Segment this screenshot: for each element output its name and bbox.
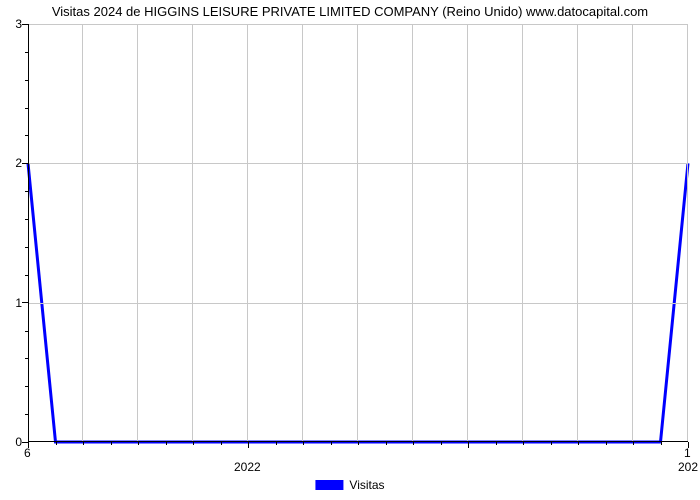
y-minor-tick (25, 414, 28, 415)
y-tick-label: 3 (6, 17, 22, 31)
x-minor-tick (358, 442, 359, 445)
y-minor-tick (25, 135, 28, 136)
gridline-vertical (687, 24, 688, 442)
x-minor-tick (303, 442, 304, 445)
y-tick (22, 163, 28, 164)
y-axis-line (28, 24, 29, 442)
gridline-vertical (632, 24, 633, 442)
y-minor-tick (25, 358, 28, 359)
y-tick-label: 2 (6, 156, 22, 170)
y-minor-tick (25, 108, 28, 109)
y-minor-tick (25, 191, 28, 192)
gridline-vertical (247, 24, 248, 442)
gridline-horizontal (28, 163, 688, 164)
x-minor-tick (138, 442, 139, 445)
gridline-vertical (192, 24, 193, 442)
y-tick-label: 0 (6, 435, 22, 449)
gridline-horizontal (28, 24, 688, 25)
x-minor-tick (633, 442, 634, 445)
x-tick (468, 442, 469, 448)
x-minor-tick (606, 442, 607, 445)
y-minor-tick (25, 219, 28, 220)
x-minor-tick (111, 442, 112, 445)
gridline-vertical (357, 24, 358, 442)
x-minor-tick (523, 442, 524, 445)
x-minor-tick (221, 442, 222, 445)
x-minor-tick (331, 442, 332, 445)
x-axis-year-right-partial: 202 (678, 460, 698, 474)
x-minor-tick (193, 442, 194, 445)
y-minor-tick (25, 247, 28, 248)
y-minor-tick (25, 275, 28, 276)
x-minor-tick (83, 442, 84, 445)
x-minor-tick (661, 442, 662, 445)
y-tick-label: 1 (6, 296, 22, 310)
x-minor-tick (413, 442, 414, 445)
gridline-vertical (82, 24, 83, 442)
y-minor-tick (25, 80, 28, 81)
x-minor-tick (441, 442, 442, 445)
x-minor-tick (276, 442, 277, 445)
gridline-vertical (412, 24, 413, 442)
legend-swatch (315, 480, 343, 490)
x-minor-tick (578, 442, 579, 445)
x-minor-tick (386, 442, 387, 445)
x-tick (248, 442, 249, 448)
gridline-horizontal (28, 303, 688, 304)
legend-label: Visitas (349, 478, 384, 492)
x-minor-tick (56, 442, 57, 445)
y-minor-tick (25, 52, 28, 53)
x-bottom-label-left: 6 (24, 446, 31, 460)
chart-title-text: Visitas 2024 de HIGGINS LEISURE PRIVATE … (52, 4, 648, 19)
legend: Visitas (315, 478, 384, 492)
plot-area: 0123612022202 (28, 24, 688, 442)
x-minor-tick (496, 442, 497, 445)
chart-title: Visitas 2024 de HIGGINS LEISURE PRIVATE … (0, 4, 700, 19)
y-tick (22, 302, 28, 303)
x-minor-tick (166, 442, 167, 445)
y-minor-tick (25, 386, 28, 387)
x-bottom-label-right: 1 (684, 446, 691, 460)
gridline-vertical (137, 24, 138, 442)
gridline-vertical (302, 24, 303, 442)
line-series (28, 24, 688, 442)
y-tick (22, 24, 28, 25)
x-minor-tick (551, 442, 552, 445)
x-axis-year-center: 2022 (234, 460, 261, 474)
chart-container: Visitas 2024 de HIGGINS LEISURE PRIVATE … (0, 0, 700, 500)
gridline-vertical (467, 24, 468, 442)
gridline-vertical (522, 24, 523, 442)
y-minor-tick (25, 331, 28, 332)
gridline-vertical (577, 24, 578, 442)
